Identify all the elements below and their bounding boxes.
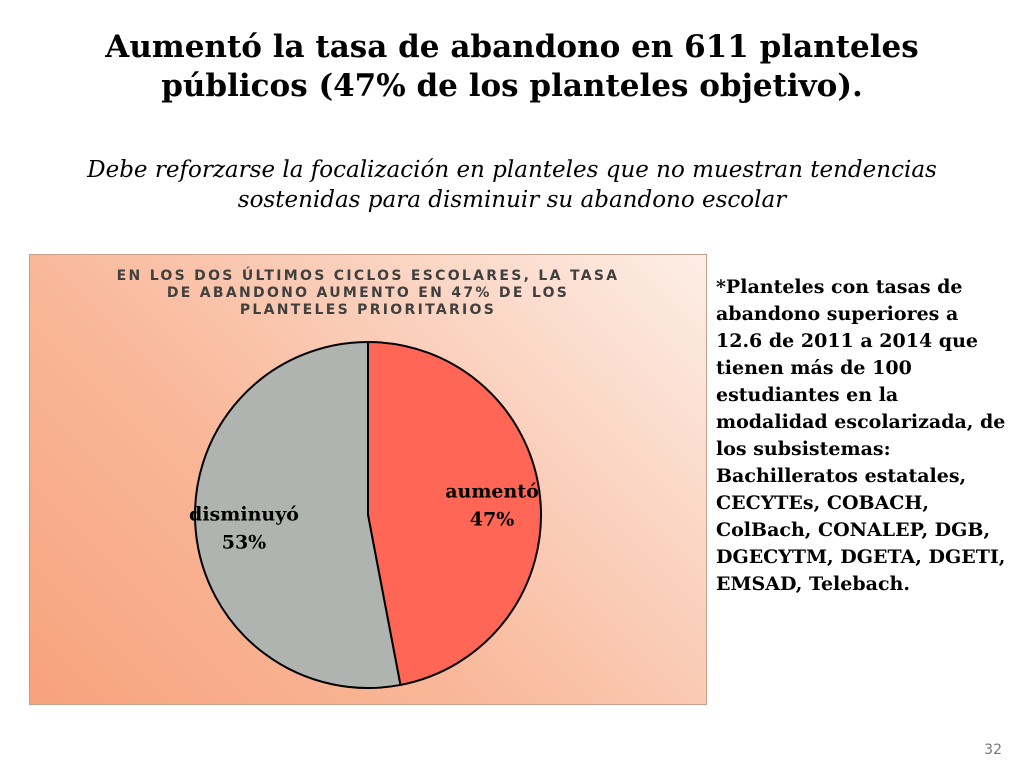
slice-category-label: aumentó xyxy=(445,480,539,502)
pie-slice-aumento xyxy=(367,340,543,687)
slide-title: Aumentó la tasa de abandono en 611 plant… xyxy=(105,29,919,105)
footnote-text: *Planteles con tasas de abandono superio… xyxy=(716,276,1006,595)
chart-title: EN LOS DOS ÚLTIMOS CICLOS ESCOLARES, LA … xyxy=(116,268,620,319)
slice-percent-label: 47% xyxy=(470,508,515,530)
slide-subtitle: Debe reforzarse la focalización en plant… xyxy=(87,157,937,213)
pie-chart: aumentó 47% disminuyó 53% xyxy=(189,340,543,689)
slice-category-label: disminuyó xyxy=(189,504,299,526)
page-number: 32 xyxy=(984,742,1002,758)
slice-percent-label: 53% xyxy=(222,532,267,554)
pie-slice-disminuyo xyxy=(194,340,402,689)
pie-chart-area: EN LOS DOS ÚLTIMOS CICLOS ESCOLARES, LA … xyxy=(29,254,707,705)
